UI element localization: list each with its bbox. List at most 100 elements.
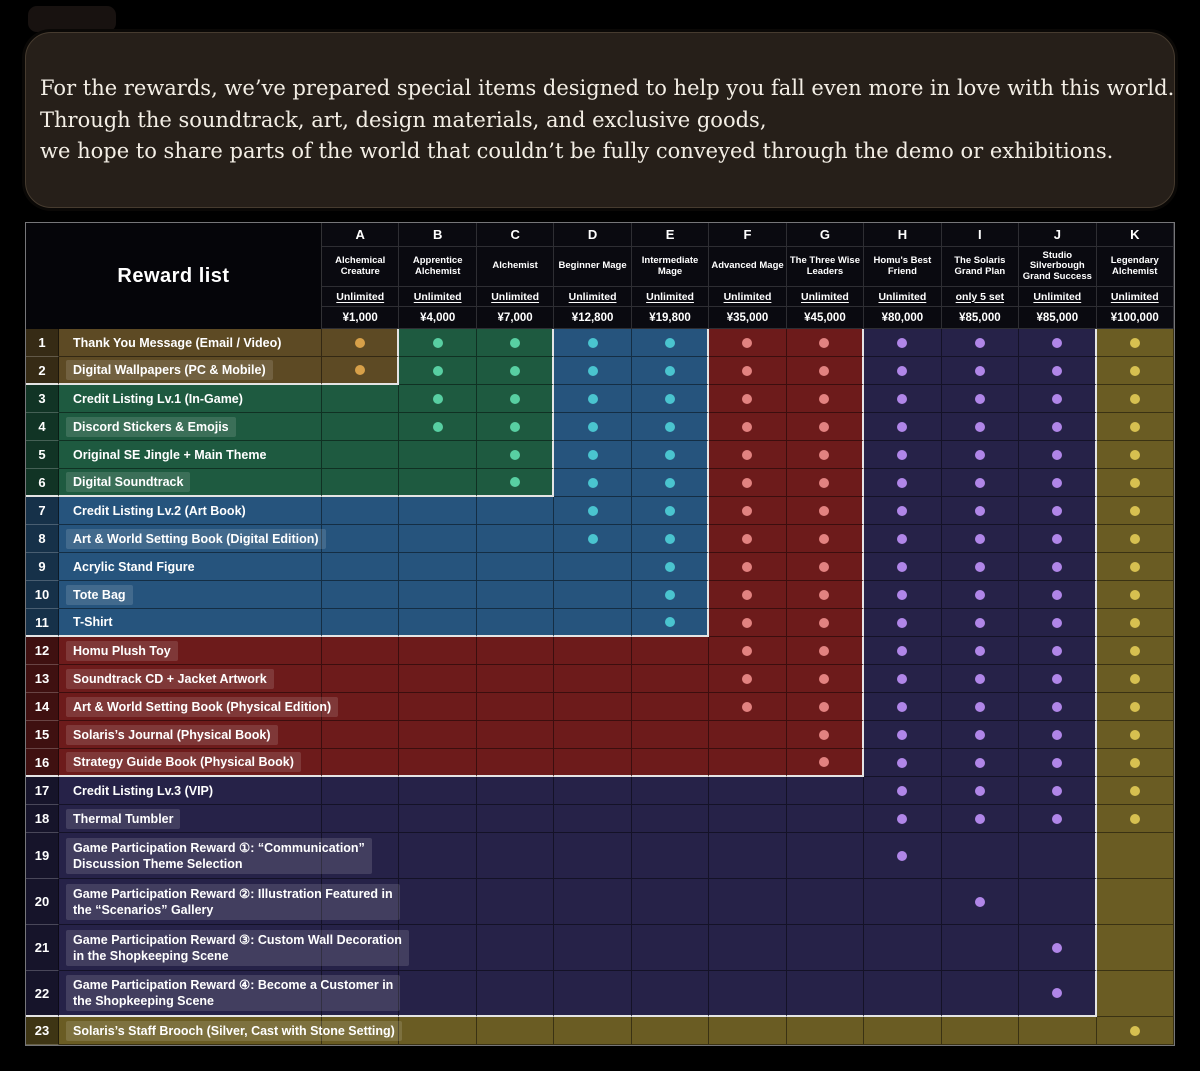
tier-cell (631, 497, 710, 525)
tier-cell (786, 1017, 865, 1045)
row-number: 3 (26, 385, 59, 413)
column-letter: A (322, 223, 400, 247)
tier-cell (1019, 525, 1097, 553)
reward-dot (819, 449, 830, 460)
table-row: 14 Art & World Setting Book (Physical Edi… (26, 693, 1174, 721)
reward-name: Solaris’s Staff Brooch (Silver, Cast wit… (59, 1017, 402, 1045)
tier-cell (786, 609, 865, 637)
tier-cell (476, 329, 555, 357)
tier-cell (476, 637, 555, 665)
tier-cell (864, 777, 942, 805)
table-row: 9 Acrylic Stand Figure (26, 553, 1174, 581)
tier-cell (786, 413, 865, 441)
tier-cell (941, 777, 1020, 805)
tier-cell (322, 385, 400, 413)
tier-price: ¥85,000 (941, 307, 1020, 329)
tier-cell (1096, 879, 1174, 925)
reward-dot (742, 617, 753, 628)
reward-dot (974, 337, 985, 348)
tier-cell (322, 833, 400, 879)
reward-dot (1129, 729, 1140, 740)
tier-name: The Three Wise Leaders (786, 247, 865, 287)
reward-dot (1051, 533, 1062, 544)
tier-cell (941, 413, 1020, 441)
reward-dot (742, 561, 753, 572)
tier-cell (941, 581, 1020, 609)
reward-dot (974, 533, 985, 544)
reward-dot (742, 393, 753, 404)
reward-dot (587, 533, 598, 544)
tier-cell (1096, 609, 1174, 637)
tier-cell (554, 329, 632, 357)
tier-cell (631, 805, 710, 833)
tier-cell (554, 497, 632, 525)
tier-cell (1019, 469, 1097, 497)
tier-cell (554, 525, 632, 553)
tier-name: Advanced Mage (709, 247, 787, 287)
tier-cell (322, 357, 400, 385)
tier-name: Homu's Best Friend (864, 247, 942, 287)
reward-dot (897, 617, 908, 628)
reward-dot (974, 785, 985, 796)
intro-line: Through the soundtrack, art, design mate… (40, 107, 767, 132)
tier-cell (322, 665, 400, 693)
reward-dot (974, 477, 985, 488)
reward-dot (509, 337, 520, 348)
reward-dot (742, 365, 753, 376)
tier-cell (554, 1017, 632, 1045)
tier-cell (709, 385, 787, 413)
reward-name: T-Shirt (59, 609, 322, 637)
reward-dot (1051, 645, 1062, 656)
tier-cell (399, 329, 477, 357)
reward-name: Soundtrack CD + Jacket Artwork (59, 665, 322, 693)
reward-dot (819, 365, 830, 376)
tier-cell (709, 721, 787, 749)
tier-cell (631, 833, 710, 879)
tier-cell (476, 749, 555, 777)
tier-cell (1096, 665, 1174, 693)
table-row: 4 Discord Stickers & Emojis (26, 413, 1174, 441)
reward-dot (974, 365, 985, 376)
row-number: 15 (26, 721, 59, 749)
tier-name: Studio Silverbough Grand Success (1019, 247, 1097, 287)
reward-dot (1051, 337, 1062, 348)
reward-dot (1129, 561, 1140, 572)
tier-cell (786, 805, 865, 833)
tier-cell (631, 637, 710, 665)
reward-name-text: Original SE Jingle + Main Theme (73, 447, 267, 462)
tier-cell (1019, 971, 1097, 1017)
reward-table: Reward list A Alchemical Creature Unlimite… (25, 222, 1175, 1046)
reward-dot (897, 477, 908, 488)
tier-cell (476, 581, 555, 609)
tier-cell (786, 925, 865, 971)
tier-cell (554, 693, 632, 721)
tier-cell (709, 749, 787, 777)
tier-cell (1019, 665, 1097, 693)
table-row: 2 Digital Wallpapers (PC & Mobile) (26, 357, 1174, 385)
row-number: 2 (26, 357, 59, 385)
reward-dot (742, 337, 753, 348)
reward-dot (897, 813, 908, 824)
tier-cell (476, 609, 555, 637)
tier-cell (709, 777, 787, 805)
tier-cell (1096, 777, 1174, 805)
reward-dot (742, 673, 753, 684)
reward-dot (974, 561, 985, 572)
reward-dot (1129, 393, 1140, 404)
tier-price: ¥19,800 (631, 307, 710, 329)
tier-cell (709, 971, 787, 1017)
reward-dot (1051, 393, 1062, 404)
tier-cell (709, 833, 787, 879)
reward-dot (1129, 673, 1140, 684)
tier-cell (399, 665, 477, 693)
reward-name-text: Homu Plush Toy (66, 640, 178, 661)
reward-dot (819, 589, 830, 600)
row-number: 16 (26, 749, 59, 777)
tier-name: Intermediate Mage (631, 247, 710, 287)
tier-cell (631, 329, 710, 357)
intro-line: For the rewards, we’ve prepared special … (40, 76, 1175, 100)
tier-cell (631, 441, 710, 469)
reward-name-text: Credit Listing Lv.3 (VIP) (73, 783, 214, 798)
reward-dot (819, 561, 830, 572)
reward-name-text: Credit Listing Lv.2 (Art Book) (73, 503, 246, 518)
